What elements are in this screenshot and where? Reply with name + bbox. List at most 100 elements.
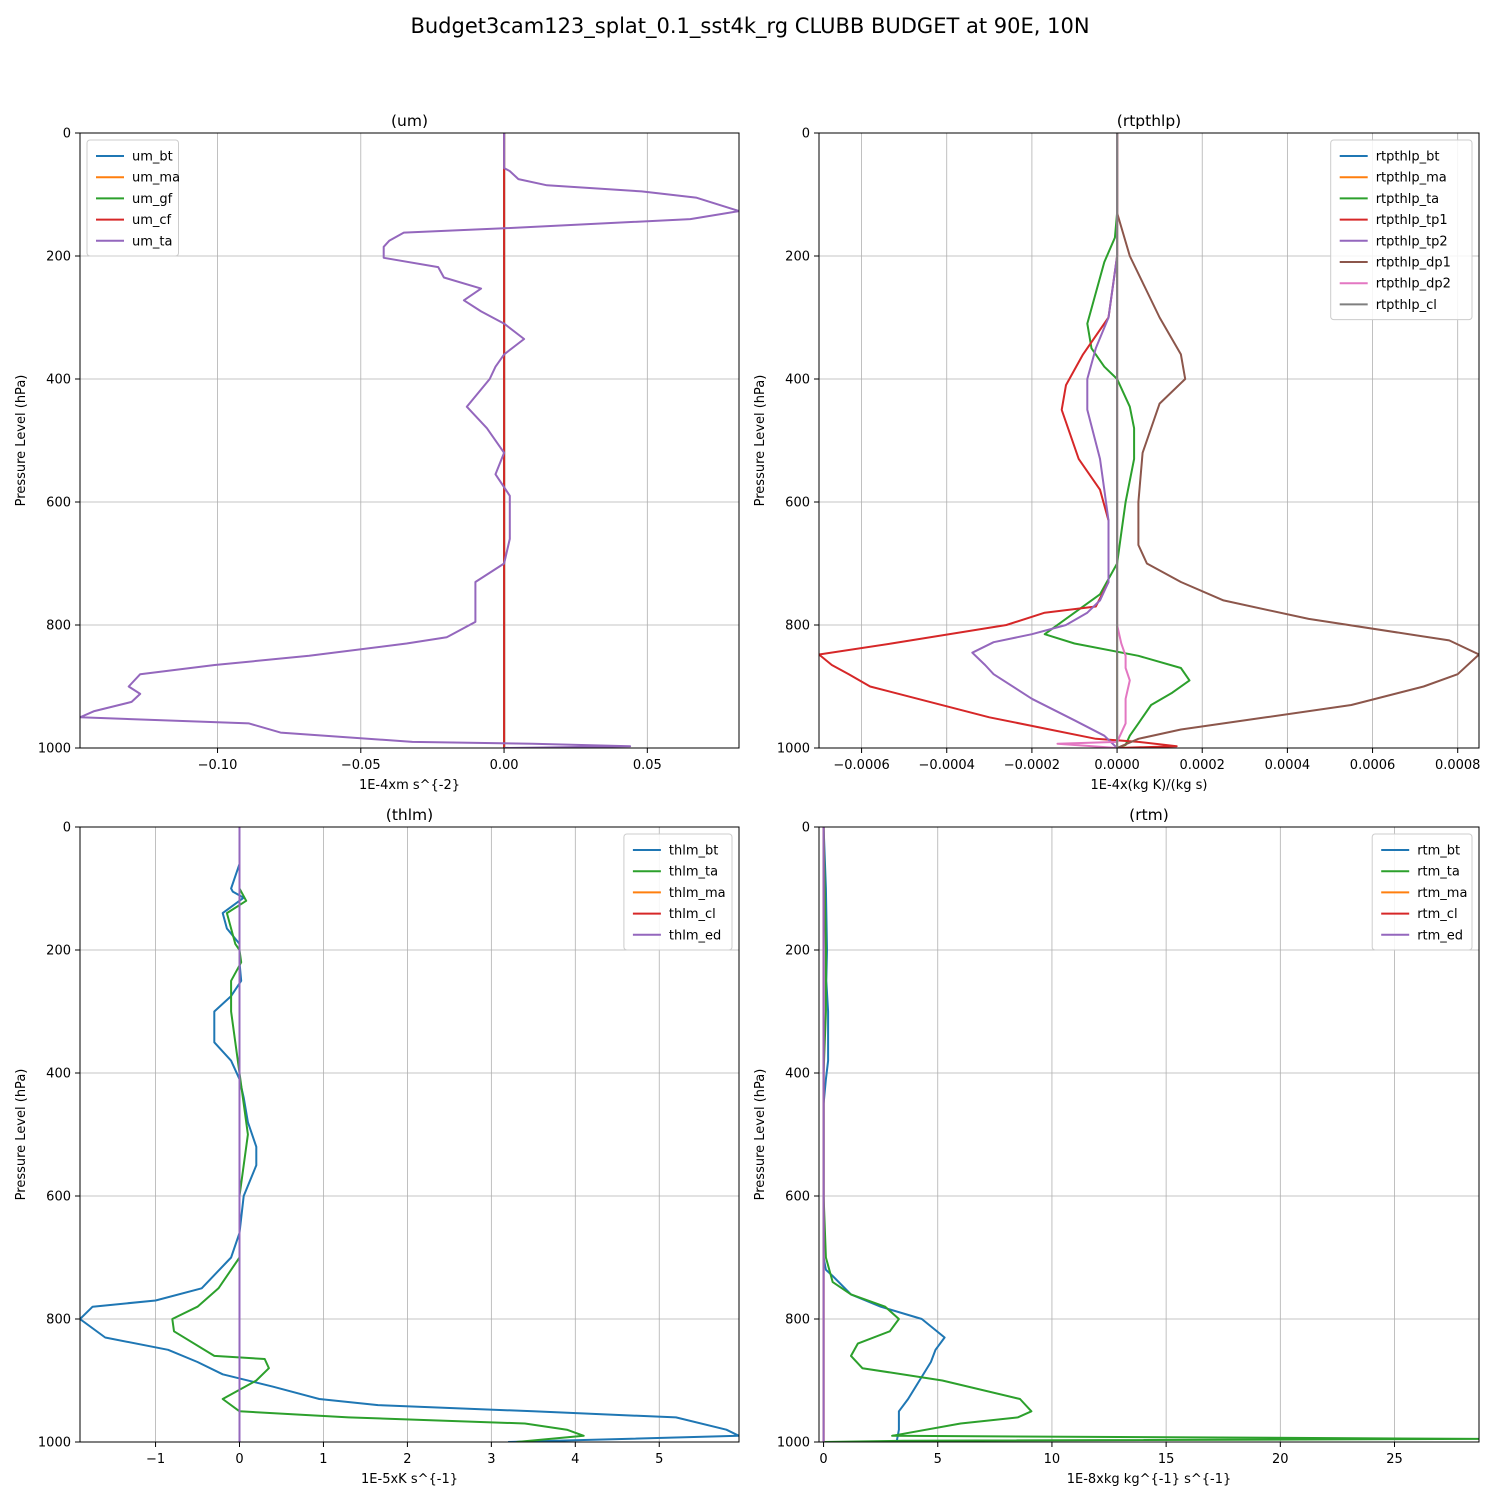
legend-label: thlm_ma (669, 886, 726, 901)
legend: um_bt um_ma um_gf um_cf um_ta (86, 139, 180, 257)
x-tick-label: −0.0002 (1004, 758, 1060, 773)
x-tick-label: 25 (1386, 1452, 1403, 1467)
plot-frame (79, 826, 740, 1443)
x-axis-label: 1E-8xkg kg^{-1} s^{-1} (1067, 1472, 1232, 1487)
legend-box (1330, 139, 1473, 321)
legend-label: thlm_bt (669, 844, 718, 859)
series-line-rtpthlp_dp2 (1056, 133, 1131, 748)
legend-label: thlm_cl (669, 907, 716, 922)
x-tick-label: 5 (655, 1452, 663, 1467)
y-tick-label: 1000 (777, 742, 810, 757)
x-tick-label: −0.0004 (919, 758, 975, 773)
y-tick-label: 0 (802, 127, 810, 142)
subplot-title: (um) (391, 112, 428, 130)
legend-label: rtm_cl (1417, 907, 1457, 922)
series-line-rtpthlp_dp1 (1116, 133, 1479, 748)
chart-panel-4: 0 5 10 15 20 25 0 200 400 600 800 1000 (rtm) 1E-8xkg … (753, 806, 1480, 1487)
legend-label: rtm_bt (1417, 844, 1460, 859)
plot-frame (818, 132, 1480, 749)
y-tick-label: 0 (63, 127, 71, 142)
y-tick-label: 0 (802, 821, 810, 836)
legend-label: um_cf (132, 213, 172, 228)
y-tick-label: 800 (785, 1313, 810, 1328)
legend-label: rtpthlp_tp2 (1376, 234, 1448, 249)
y-tick-label: 600 (46, 496, 71, 511)
x-tick-label: 0.0008 (1435, 758, 1481, 773)
y-tick-label: 1000 (777, 1436, 810, 1451)
plot-frame (818, 826, 1480, 1443)
legend: rtm_bt rtm_ta rtm_ma rtm_cl rtm_ed (1371, 833, 1473, 951)
y-tick-label: 0 (63, 821, 71, 836)
x-tick-label: −1 (146, 1452, 165, 1467)
legend-box (623, 833, 733, 951)
legend-label: rtpthlp_ta (1376, 192, 1439, 207)
y-tick-label: 200 (785, 250, 810, 265)
legend-label: rtm_ta (1417, 865, 1460, 880)
x-axis-label: 1E-5xK s^{-1} (361, 1472, 458, 1487)
x-tick-label: 5 (934, 1452, 942, 1467)
series-line-rtpthlp_ta (1043, 133, 1191, 748)
x-tick-label: 4 (571, 1452, 579, 1467)
y-tick-label: 200 (46, 944, 71, 959)
x-tick-label: 15 (1158, 1452, 1175, 1467)
x-tick-label: 0.0004 (1265, 758, 1311, 773)
legend: thlm_bt thlm_ta thlm_ma thlm_cl thlm_ed (623, 833, 733, 951)
legend-label: rtm_ed (1417, 928, 1463, 943)
x-tick-label: 1 (319, 1452, 327, 1467)
x-axis-label: 1E-4xm s^{-2} (359, 778, 460, 793)
y-tick-label: 400 (785, 1067, 810, 1082)
legend-label: um_ma (132, 171, 180, 186)
legend-label: thlm_ta (669, 865, 718, 880)
y-tick-label: 400 (785, 373, 810, 388)
x-axis-label: 1E-4x(kg K)/(kg s) (1091, 778, 1208, 793)
legend-label: rtpthlp_dp1 (1376, 256, 1451, 271)
y-tick-label: 800 (785, 619, 810, 634)
subplot-title: (rtpthlp) (1117, 112, 1181, 130)
y-axis-label: Pressure Level (hPa) (14, 1069, 29, 1201)
x-tick-label: 0.0006 (1350, 758, 1396, 773)
y-tick-label: 1000 (38, 1436, 71, 1451)
x-tick-label: −0.05 (341, 758, 381, 773)
figure-title: Budget3cam123_splat_0.1_sst4k_rg CLUBB B… (410, 14, 1090, 38)
legend-label: rtpthlp_ma (1376, 171, 1447, 186)
x-tick-label: 0.0000 (1094, 758, 1140, 773)
series-line-rtm_bt (822, 827, 946, 1442)
y-tick-label: 800 (46, 1313, 71, 1328)
legend-label: thlm_ed (669, 928, 721, 943)
legend-label: rtpthlp_cl (1376, 298, 1437, 313)
x-tick-label: 10 (1044, 1452, 1061, 1467)
x-tick-label: 0.0002 (1179, 758, 1225, 773)
y-tick-label: 600 (785, 496, 810, 511)
x-tick-label: 0.00 (490, 758, 519, 773)
x-tick-label: −0.10 (198, 758, 238, 773)
y-tick-label: 800 (46, 619, 71, 634)
series-line-thlm_ta (171, 827, 585, 1442)
series-line-thlm_bt (80, 827, 739, 1442)
y-tick-label: 400 (46, 1067, 71, 1082)
y-axis-label: Pressure Level (hPa) (753, 1069, 768, 1201)
x-tick-label: 0.05 (633, 758, 662, 773)
y-tick-label: 600 (46, 1190, 71, 1205)
chart-panel-1: −0.10 −0.05 0.00 0.05 0 200 400 600 800 1000 (um) 1… (14, 112, 740, 793)
series-line-rtpthlp_tp2 (971, 133, 1119, 748)
legend-label: rtpthlp_bt (1376, 150, 1440, 165)
legend-box (86, 139, 179, 257)
x-tick-label: 20 (1272, 1452, 1289, 1467)
y-axis-label: Pressure Level (hPa) (753, 375, 768, 507)
subplot-title: (thlm) (386, 806, 433, 824)
plot-frame (79, 132, 740, 749)
subplot-title: (rtm) (1129, 806, 1169, 824)
x-tick-label: 2 (403, 1452, 411, 1467)
chart-panel-2: −0.0006 −0.0004 −0.0002 0.0000 0.0002 0.0004 0… (753, 112, 1480, 793)
chart-panel-3: −1 0 1 2 3 4 5 0 200 400 600 800 1000 (thlm) 1E-5xK s^… (14, 806, 740, 1487)
y-tick-label: 600 (785, 1190, 810, 1205)
y-tick-label: 400 (46, 373, 71, 388)
legend-box (1371, 833, 1473, 951)
y-tick-label: 1000 (38, 742, 71, 757)
legend-label: um_ta (132, 234, 172, 249)
y-tick-label: 200 (46, 250, 71, 265)
y-tick-label: 200 (785, 944, 810, 959)
legend: rtpthlp_bt rtpthlp_ma rtpthlp_ta rtpthlp_tp… (1330, 139, 1473, 321)
x-tick-label: 0 (819, 1452, 827, 1467)
